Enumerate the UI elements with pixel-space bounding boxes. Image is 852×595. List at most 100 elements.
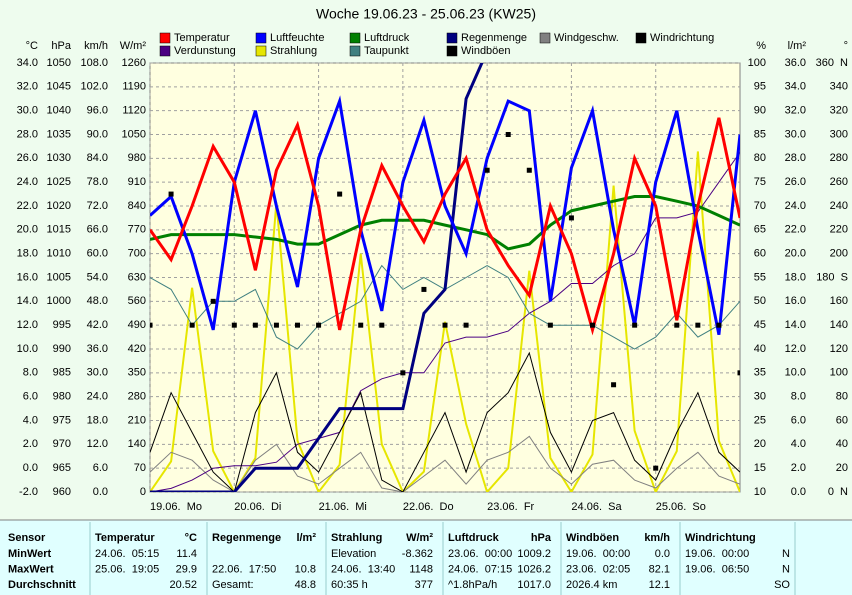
y-tick-label: 210 [128, 414, 146, 426]
y-tick-label: 140 [128, 438, 146, 450]
legend-swatch [349, 45, 361, 57]
y-tick-label: 22.0 [785, 224, 806, 236]
y-tick-label: 10.0 [785, 367, 806, 379]
wind-direction-point [210, 298, 216, 304]
y-tick-label: 1120 [122, 105, 146, 117]
y-tick-label: 300 [830, 128, 848, 140]
table-header: Luftdruck [448, 532, 500, 544]
y-tick-label: 90 [754, 105, 766, 117]
y-tick-label: 32.0 [785, 105, 806, 117]
y-tick-label: 1190 [122, 81, 146, 93]
y-tick-label: 80 [836, 391, 848, 403]
y-tick-label: 30 [754, 391, 766, 403]
wind-direction-point [337, 191, 343, 197]
y-tick-label: 990 [53, 343, 71, 355]
legend-swatch [446, 32, 458, 44]
table-cell: N [782, 548, 790, 560]
y-tick-label: 360 N [816, 57, 848, 69]
y-tick-label: 6.0 [23, 391, 38, 403]
table-cell: ^1.8hPa/h [448, 579, 497, 591]
y-tick-label: 18.0 [17, 248, 38, 260]
y-tick-label: 70 [754, 200, 766, 212]
y-tick-label: 960 [53, 486, 71, 498]
wind-direction-point [547, 322, 553, 328]
y-tick-label: 240 [830, 200, 848, 212]
y-tick-label: 24.0 [785, 200, 806, 212]
series-line [150, 151, 740, 492]
y-tick-label: 14.0 [17, 295, 38, 307]
y-tick-label: 24.0 [17, 176, 38, 188]
y-tick-label: 970 [53, 438, 71, 450]
y-tick-label: 14.0 [785, 319, 806, 331]
wind-direction-point [590, 322, 595, 328]
y-tick-label: 2.0 [23, 438, 38, 450]
x-tick-label: 20.06. Di [234, 501, 281, 513]
table-cell: 23.06. 00:00 [448, 548, 512, 560]
y-tick-label: 160 [830, 295, 848, 307]
y-tick-label: 100 [830, 367, 848, 379]
y-tick-label: 102.0 [80, 81, 108, 93]
y-tick-label: 95 [754, 81, 766, 93]
table-cell: 2026.4 km [566, 579, 617, 591]
table-cell: MaxWert [8, 563, 54, 575]
y-tick-label: 12.0 [17, 319, 38, 331]
y-tick-label: 60 [754, 248, 766, 260]
y-tick-label: 965 [53, 462, 71, 474]
legend-swatch [255, 45, 267, 57]
y-tick-label: 120 [830, 343, 848, 355]
legend-label: Verdunstung [174, 45, 236, 57]
y-tick-label: 1015 [47, 224, 71, 236]
y-tick-label: 66.0 [87, 224, 108, 236]
x-tick-label: 22.06. Do [403, 501, 454, 513]
axis-unit: W/m² [120, 40, 147, 52]
y-tick-label: 8.0 [791, 391, 806, 403]
stats-table [0, 520, 852, 595]
wind-direction-point [168, 191, 174, 197]
axis-unit: °C [26, 40, 38, 52]
series-line [150, 351, 740, 492]
y-tick-label: 220 [830, 224, 848, 236]
table-header: Sensor [8, 532, 46, 544]
y-tick-label: 340 [830, 81, 848, 93]
y-tick-label: 85 [754, 128, 766, 140]
table-cell: 22.06. 17:50 [212, 563, 276, 575]
chart-title: Woche 19.06.23 - 25.06.23 (KW25) [316, 6, 536, 22]
table-cell: SO [774, 579, 790, 591]
y-tick-label: 16.0 [17, 271, 38, 283]
table-cell: 24.06. 05:15 [95, 548, 159, 560]
y-tick-label: 1050 [47, 57, 71, 69]
legend-label: Luftfeuchte [270, 32, 324, 44]
x-tick-label: 24.06. Sa [571, 501, 622, 513]
table-cell: 1017.0 [517, 579, 551, 591]
table-cell: Gesamt: [212, 579, 254, 591]
y-tick-label: 350 [128, 367, 146, 379]
y-tick-label: 80 [754, 152, 766, 164]
y-tick-label: 200 [830, 248, 848, 260]
y-tick-label: 0.0 [791, 486, 806, 498]
y-tick-label: 1025 [47, 176, 71, 188]
legend-swatch [635, 32, 647, 44]
wind-direction-point [674, 322, 680, 328]
table-header: W/m² [406, 532, 433, 544]
y-tick-label: 0.0 [93, 486, 108, 498]
wind-direction-point [737, 370, 740, 376]
legend-label: Windböen [461, 45, 511, 57]
legend-swatch [446, 45, 458, 57]
x-tick-label: 19.06. Mo [150, 501, 202, 513]
y-tick-label: 75 [754, 176, 766, 188]
table-cell: Durchschnitt [8, 579, 76, 591]
y-tick-label: 60.0 [87, 248, 108, 260]
table-cell: 48.8 [295, 579, 316, 591]
y-tick-label: 975 [53, 414, 71, 426]
y-tick-label: 910 [128, 176, 146, 188]
table-cell: 10.8 [295, 563, 316, 575]
table-cell: 60:35 h [331, 579, 368, 591]
y-tick-label: 1035 [47, 128, 71, 140]
table-header: °C [185, 532, 197, 544]
y-tick-label: 65 [754, 224, 766, 236]
table-cell: 19.06. 00:00 [566, 548, 630, 560]
y-tick-label: 50 [754, 295, 766, 307]
y-tick-label: 1010 [47, 248, 71, 260]
y-tick-label: 12.0 [87, 438, 108, 450]
y-tick-label: 10.0 [17, 343, 38, 355]
